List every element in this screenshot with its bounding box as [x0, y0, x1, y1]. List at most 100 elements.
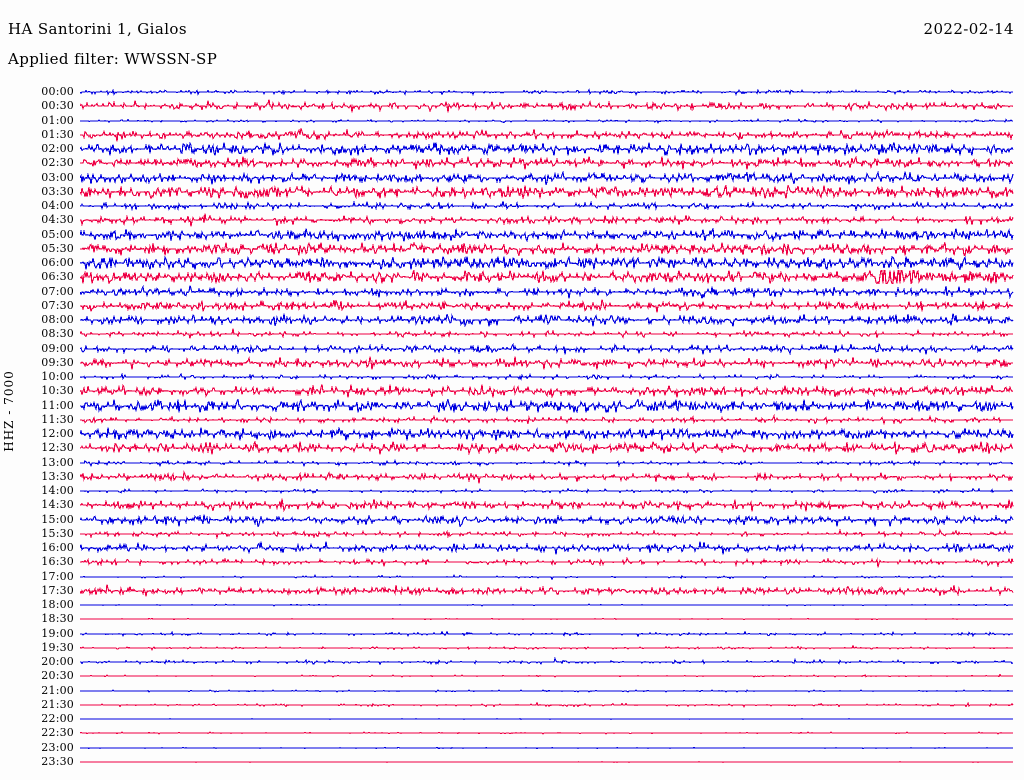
seismic-trace: [80, 584, 1014, 598]
row-time-label: 01:30: [41, 127, 74, 141]
row-time-label: 14:00: [41, 484, 74, 497]
helicorder-row: 08:00: [0, 313, 1024, 327]
record-date: 2022-02-14: [923, 20, 1014, 38]
row-time-label: 19:00: [41, 626, 74, 640]
seismic-trace: [80, 456, 1014, 470]
helicorder-row: 16:00: [0, 541, 1024, 555]
seismic-trace: [80, 398, 1014, 413]
helicorder-row: 20:00: [0, 655, 1024, 669]
helicorder-row: 09:00: [0, 342, 1024, 356]
helicorder-row: 08:30: [0, 327, 1024, 341]
helicorder-row: 18:00: [0, 598, 1024, 612]
row-time-label: 02:00: [41, 142, 74, 155]
helicorder-row: 05:00: [0, 227, 1024, 242]
row-time-label: 11:00: [41, 398, 74, 412]
row-time-label: 22:30: [41, 726, 74, 740]
seismic-trace: [80, 498, 1014, 513]
seismic-trace: [80, 327, 1014, 341]
seismic-trace: [80, 684, 1014, 698]
helicorder-row: 10:00: [0, 370, 1024, 384]
seismic-trace: [80, 313, 1014, 327]
seismic-trace: [80, 127, 1014, 142]
helicorder-row: 17:30: [0, 584, 1024, 598]
row-time-label: 18:00: [41, 598, 74, 611]
helicorder-row: 19:00: [0, 627, 1024, 641]
seismic-trace: [80, 270, 1014, 285]
row-time-label: 00:30: [41, 99, 74, 113]
helicorder-row: 05:30: [0, 241, 1024, 256]
helicorder-row: 02:30: [0, 156, 1024, 170]
helicorder-row: 09:30: [0, 356, 1024, 370]
row-time-label: 04:30: [41, 213, 74, 227]
row-time-label: 05:00: [41, 227, 74, 241]
helicorder-row: 22:30: [0, 726, 1024, 740]
helicorder-row: 13:00: [0, 456, 1024, 470]
helicorder-row: 14:30: [0, 498, 1024, 513]
helicorder-row: 12:30: [0, 441, 1024, 456]
helicorder-row: 03:00: [0, 170, 1024, 185]
seismic-trace: [80, 570, 1014, 584]
helicorder-row: 13:30: [0, 470, 1024, 484]
seismic-trace: [80, 527, 1014, 541]
helicorder-row: 10:30: [0, 384, 1024, 399]
row-time-label: 09:00: [41, 341, 74, 355]
row-time-label: 17:30: [41, 583, 74, 597]
seismic-trace: [80, 655, 1014, 669]
helicorder-row: 20:30: [0, 669, 1024, 683]
helicorder-row: 02:00: [0, 142, 1024, 156]
seismic-trace: [80, 384, 1014, 399]
helicorder-row: 07:00: [0, 284, 1024, 299]
row-time-label: 18:30: [41, 612, 74, 626]
page-title: HA Santorini 1, Gialos: [8, 20, 187, 38]
row-time-label: 03:30: [41, 184, 74, 198]
row-time-label: 07:00: [41, 284, 74, 298]
row-time-label: 20:30: [41, 669, 74, 683]
helicorder-row: 15:30: [0, 527, 1024, 541]
helicorder-plot: 00:00 00:30 01:00 01:30 02:00 02:30 03:00 03:30…: [0, 82, 1024, 778]
row-time-label: 14:30: [41, 498, 74, 512]
seismic-trace: [80, 513, 1014, 527]
helicorder-row: 06:30: [0, 270, 1024, 285]
row-time-label: 15:00: [41, 512, 74, 526]
helicorder-row: 11:00: [0, 398, 1024, 413]
helicorder-row: 23:00: [0, 741, 1024, 755]
row-time-label: 02:30: [41, 156, 74, 170]
helicorder-row: 04:00: [0, 199, 1024, 213]
row-time-label: 21:30: [41, 697, 74, 711]
helicorder-row: 07:30: [0, 299, 1024, 313]
row-time-label: 06:30: [41, 270, 74, 284]
helicorder-row: 06:00: [0, 256, 1024, 270]
seismic-trace: [80, 669, 1014, 683]
row-time-label: 22:00: [41, 712, 74, 725]
seismic-trace: [80, 541, 1014, 555]
helicorder-row: 03:30: [0, 184, 1024, 199]
seismic-trace: [80, 213, 1014, 227]
helicorder-row: 22:00: [0, 712, 1024, 726]
seismic-trace: [80, 142, 1014, 156]
seismic-trace: [80, 441, 1014, 456]
helicorder-row: 16:30: [0, 555, 1024, 569]
row-time-label: 17:00: [41, 569, 74, 583]
applied-filter-label: Applied filter: WWSSN-SP: [8, 50, 218, 68]
seismic-trace: [80, 284, 1014, 299]
row-time-label: 23:30: [41, 754, 74, 768]
helicorder-row: 17:00: [0, 570, 1024, 584]
seismic-trace: [80, 356, 1014, 370]
helicorder-row: 15:00: [0, 513, 1024, 527]
helicorder-row: 23:30: [0, 755, 1024, 769]
row-time-label: 13:00: [41, 455, 74, 469]
row-time-label: 23:00: [41, 740, 74, 754]
row-time-label: 12:00: [41, 427, 74, 440]
row-time-label: 01:00: [41, 113, 74, 127]
seismic-trace: [80, 184, 1014, 199]
row-time-label: 03:00: [41, 170, 74, 184]
seismic-trace: [80, 598, 1014, 612]
seismic-trace: [80, 170, 1014, 185]
seismic-trace: [80, 726, 1014, 740]
row-time-label: 05:30: [41, 241, 74, 255]
helicorder-row: 21:30: [0, 698, 1024, 712]
helicorder-row: 01:30: [0, 127, 1024, 142]
row-time-label: 04:00: [41, 199, 74, 212]
row-time-label: 20:00: [41, 655, 74, 668]
